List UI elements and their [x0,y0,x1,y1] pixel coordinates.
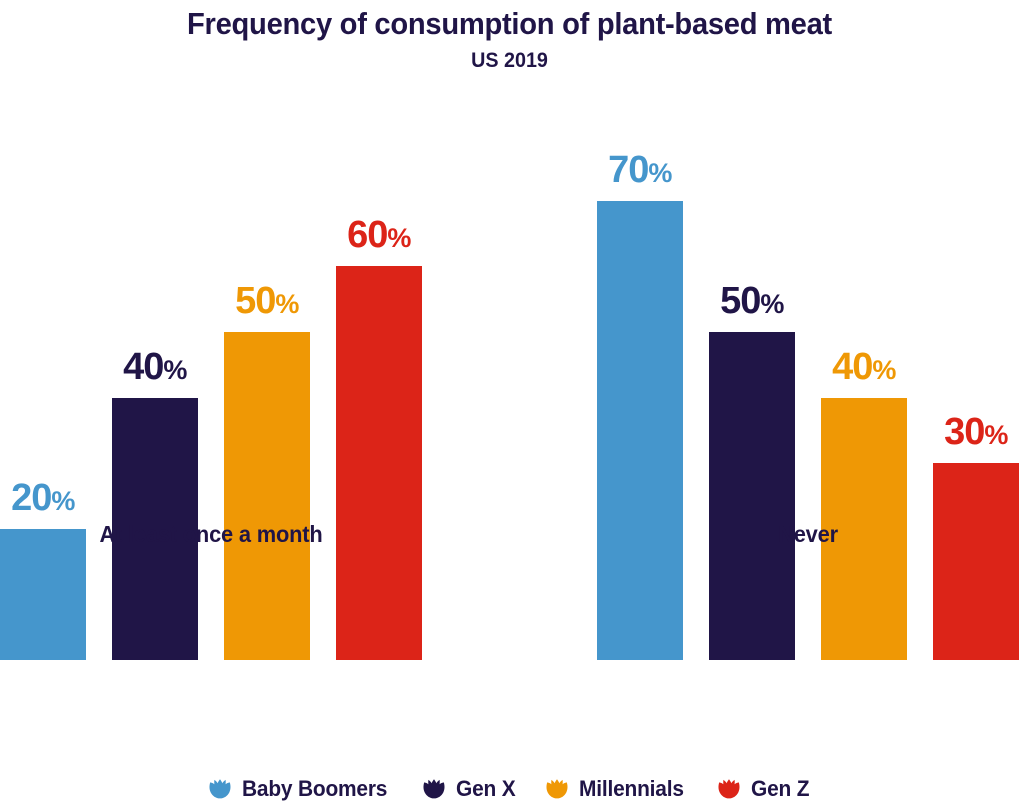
tulip-icon [718,779,740,799]
bar-group-bars: 20% 40% 50% 60% [0,140,422,660]
bar-column: 70% [597,140,683,660]
bar-value-label: 40% [832,348,896,386]
bar-rect[interactable] [336,266,422,660]
legend-item-gen-x[interactable]: Gen X [421,776,519,802]
bar-value-label: 60% [347,216,411,254]
bar-value-suffix: % [163,355,187,385]
bar-rect[interactable] [0,529,86,660]
bar-column: 50% [709,140,795,660]
bar-value-suffix: % [872,355,896,385]
bar-value-suffix: % [648,158,672,188]
bar-value-label: 40% [123,348,187,386]
bar-value-label: 50% [235,282,299,320]
bar-value-number: 40 [832,346,873,388]
bar-rect[interactable] [709,332,795,660]
bar-value-number: 50 [720,280,761,322]
legend-item-baby-boomers[interactable]: Baby Boomers [207,776,395,802]
bar-column: 30% [933,140,1019,660]
legend-item-gen-z[interactable]: Gen Z [716,776,812,802]
legend-item-label: Gen X [455,776,516,801]
bar-group: 70% 50% 40% 30% Never [597,140,1019,660]
x-axis-group-label: At least once a month [99,521,323,547]
bar-rect[interactable] [112,398,198,660]
bar-column: 60% [336,140,422,660]
bar-rect[interactable] [224,332,310,660]
bar-rect[interactable] [933,463,1019,660]
bar-value-number: 70 [608,149,649,191]
bar-value-label: 70% [608,151,672,189]
tulip-icon [546,779,568,799]
bar-value-suffix: % [387,223,411,253]
tulip-icon [209,779,231,799]
bar-value-number: 60 [347,214,388,256]
bar-value-number: 50 [235,280,276,322]
tulip-icon [423,779,445,799]
legend-item-millennials[interactable]: Millennials [544,776,689,802]
bar-value-suffix: % [760,289,784,319]
bar-column: 20% [0,140,86,660]
x-axis-group-label: Never [778,521,838,547]
bar-value-label: 30% [944,413,1008,451]
bar-value-number: 20 [11,477,52,519]
bar-group: 20% 40% 50% 60% At least once a month [0,140,422,660]
bar-value-number: 30 [944,411,985,453]
bar-rect[interactable] [597,201,683,660]
bar-group-bars: 70% 50% 40% 30% [597,140,1019,660]
chart-legend: Baby Boomers Gen X Millennials Gen Z [0,776,1019,802]
legend-item-label: Baby Boomers [241,776,388,801]
bar-value-suffix: % [984,420,1008,450]
bar-rect[interactable] [821,398,907,660]
bar-value-number: 40 [123,346,164,388]
bar-column: 40% [821,140,907,660]
bar-value-suffix: % [51,486,75,516]
legend-item-label: Gen Z [750,776,809,801]
bar-column: 40% [112,140,198,660]
bar-value-suffix: % [275,289,299,319]
legend-item-label: Millennials [579,776,685,801]
bar-value-label: 50% [720,282,784,320]
bar-value-label: 20% [11,479,75,517]
bar-column: 50% [224,140,310,660]
